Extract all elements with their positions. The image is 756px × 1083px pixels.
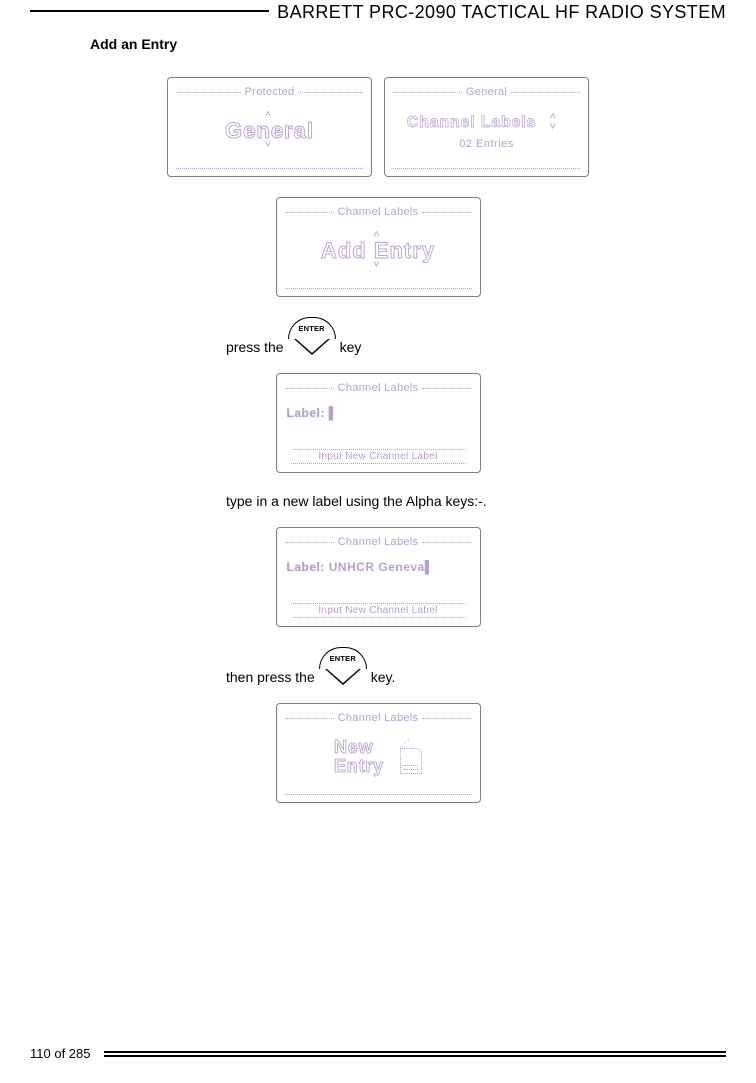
lcd-label-empty: Channel Labels Label: ▌ Input New Channe… <box>276 373 481 473</box>
label-value: UNHCR Geneva▌ <box>329 560 434 574</box>
enter-key-icon: ENTER <box>288 317 336 355</box>
lcd-body: Channel Labels ˄ ˅ 02 Entries <box>393 98 580 164</box>
nav-stack: ˄ General ˅ <box>225 112 314 149</box>
lcd-hint: Input New Channel Label <box>291 449 466 464</box>
title-rule <box>422 212 471 213</box>
footer-rule <box>104 1051 726 1057</box>
lcd-title: Channel Labels <box>334 712 423 724</box>
enter-key-label: ENTER <box>288 317 336 339</box>
title-rule <box>422 542 471 543</box>
text: key <box>340 339 362 355</box>
lcd-new-entry: Channel Labels New Entry ⋰ <box>276 703 481 803</box>
title-rule <box>285 718 334 719</box>
text: key. <box>371 669 396 685</box>
lcd-bottom-rule <box>393 168 580 169</box>
header-title: BARRETT PRC-2090 TACTICAL HF RADIO SYSTE… <box>269 2 726 23</box>
chevron-down-icon: ˅ <box>258 142 282 150</box>
lcd-add-entry: Channel Labels ˄ Add Entry ˅ <box>276 197 481 297</box>
lcd-body: ˄ General ˅ <box>176 98 363 164</box>
document-icon <box>400 748 422 774</box>
title-rule <box>298 92 363 93</box>
lcd-title: Protected <box>241 86 299 98</box>
enter-key-icon: ENTER <box>319 647 367 685</box>
lcd-protected-general: Protected ˄ General ˅ <box>167 77 372 177</box>
label-prefix: Label: <box>287 406 325 420</box>
title-rule <box>176 92 241 93</box>
title-rule <box>285 212 334 213</box>
main-row: Channel Labels ˄ ˅ <box>393 114 580 132</box>
text: type in a new label using the Alpha keys… <box>226 493 487 509</box>
lcd-title: Channel Labels <box>334 382 423 394</box>
lcd-hint: Input New Channel Label <box>291 603 466 618</box>
lcd-label-filled: Channel Labels Label: UNHCR Geneva▌ Inpu… <box>276 527 481 627</box>
lcd-bottom-rule <box>176 168 363 169</box>
chevron-down-icon: ˅ <box>366 262 390 270</box>
title-rule <box>393 92 462 93</box>
line2: Entry <box>334 757 384 776</box>
lcd-body: ˄ Add Entry ˅ <box>285 218 472 284</box>
lcd-bottom-rule <box>285 288 472 289</box>
lcd-body: New Entry ⋰ <box>285 724 472 790</box>
title-rule <box>422 718 471 719</box>
label-line: Label: ▌ <box>285 406 472 420</box>
instruction-press: press the ENTER key <box>0 317 756 355</box>
enter-key-triangle <box>294 339 330 355</box>
new-entry-text: New Entry <box>334 738 384 776</box>
lcd-title: General <box>462 86 511 98</box>
lcd-row-1: Protected ˄ General ˅ General Channel <box>0 77 756 177</box>
label-prefix: Label: <box>287 560 325 574</box>
lcd-row-5: Channel Labels New Entry ⋰ <box>0 703 756 803</box>
title-rule <box>422 388 471 389</box>
lcd-bottom-rule <box>285 794 472 795</box>
chevron-group: ˄ ˅ <box>542 114 566 131</box>
lcd-title: Channel Labels <box>334 206 423 218</box>
doc-sparkle-icon: ⋰ <box>400 740 412 748</box>
lcd-sub-text: 02 Entries <box>459 138 514 150</box>
chevron-down-icon: ˅ <box>542 124 566 132</box>
section-title: Add an Entry <box>90 36 177 52</box>
title-rule <box>511 92 580 93</box>
page-number: 110 of 285 <box>30 1046 90 1061</box>
lcd-title: Channel Labels <box>334 536 423 548</box>
content-area: Protected ˄ General ˅ General Channel <box>0 77 756 823</box>
lcd-general-channel-labels: General Channel Labels ˄ ˅ 02 Entries <box>384 77 589 177</box>
lcd-row-2: Channel Labels ˄ Add Entry ˅ <box>0 197 756 297</box>
instruction-then-press: then press the ENTER key. <box>0 647 756 685</box>
title-rule <box>285 542 334 543</box>
text: press the <box>226 339 284 355</box>
instruction-type: type in a new label using the Alpha keys… <box>0 493 756 509</box>
enter-key-triangle <box>325 669 361 685</box>
lcd-row-4: Channel Labels Label: UNHCR Geneva▌ Inpu… <box>0 527 756 627</box>
page-footer: 110 of 285 <box>30 1046 726 1061</box>
label-line: Label: UNHCR Geneva▌ <box>285 560 472 574</box>
lcd-main-text: Channel Labels <box>407 114 536 132</box>
label-value: ▌ <box>329 406 338 420</box>
lcd-row-3: Channel Labels Label: ▌ Input New Channe… <box>0 373 756 473</box>
line1: New <box>334 738 384 757</box>
enter-key-label: ENTER <box>319 647 367 669</box>
doc-block: ⋰ <box>390 740 422 774</box>
text: then press the <box>226 669 315 685</box>
nav-stack: ˄ Add Entry ˅ <box>321 232 435 269</box>
title-rule <box>285 388 334 389</box>
